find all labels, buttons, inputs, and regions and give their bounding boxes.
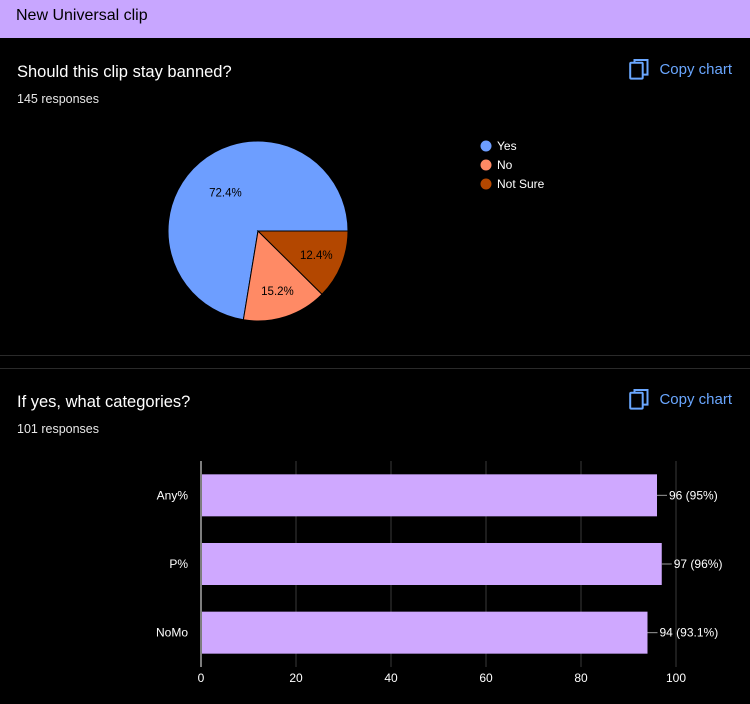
legend-label: Yes [497,139,517,153]
category-label: P% [169,557,188,571]
category-label: Any% [157,488,189,502]
question-card-banned: Should this clip stay banned? 145 respon… [0,38,750,356]
form-header: New Universal clip [0,0,750,38]
x-tick-label: 0 [198,671,205,685]
x-tick-label: 80 [574,671,588,685]
copy-chart-label: Copy chart [659,390,732,408]
copy-chart-label: Copy chart [659,60,732,78]
copy-icon [629,389,649,410]
pie-data-label: 12.4% [300,250,333,262]
response-count: 145 responses [17,92,100,106]
form-title: New Universal clip [16,7,148,24]
question-title: If yes, what categories? [17,393,191,411]
bar-chart: 96 (95%) 97 (96%) 94 (93.1%) 0 20 40 60 80 100 A… [156,461,723,685]
x-tick-label: 100 [666,671,686,685]
pie-chart: 72.4% 15.2% 12.4% Yes No Not Sure [167,139,545,322]
question-card-categories: If yes, what categories? 101 responses C… [0,368,750,704]
x-tick-label: 60 [479,671,493,685]
legend-swatch [480,159,492,171]
bar-nomo [202,611,648,654]
copy-icon [629,59,649,80]
pie-data-label: 15.2% [261,286,294,298]
legend-label: No [497,158,513,172]
legend-swatch [480,178,492,190]
bar-any-pct [202,474,657,517]
question-title: Should this clip stay banned? [17,63,232,81]
copy-chart-button[interactable]: Copy chart [629,57,732,81]
pie-slice-not-sure [256,230,349,295]
bar-p-pct [202,543,662,585]
bar-data-label: 97 (96%) [674,557,723,571]
copy-chart-button[interactable]: Copy chart [629,387,732,411]
response-count: 101 responses [17,422,100,436]
bar-data-label: 94 (93.1%) [660,626,719,640]
pie-slice-no [242,229,323,322]
legend-label: Not Sure [497,177,545,191]
category-label: NoMo [156,626,188,640]
x-tick-label: 20 [289,671,303,685]
pie-data-label: 72.4% [209,188,242,200]
legend-swatch [480,140,492,152]
bar-data-label: 96 (95%) [669,488,718,502]
x-tick-label: 40 [384,671,398,685]
